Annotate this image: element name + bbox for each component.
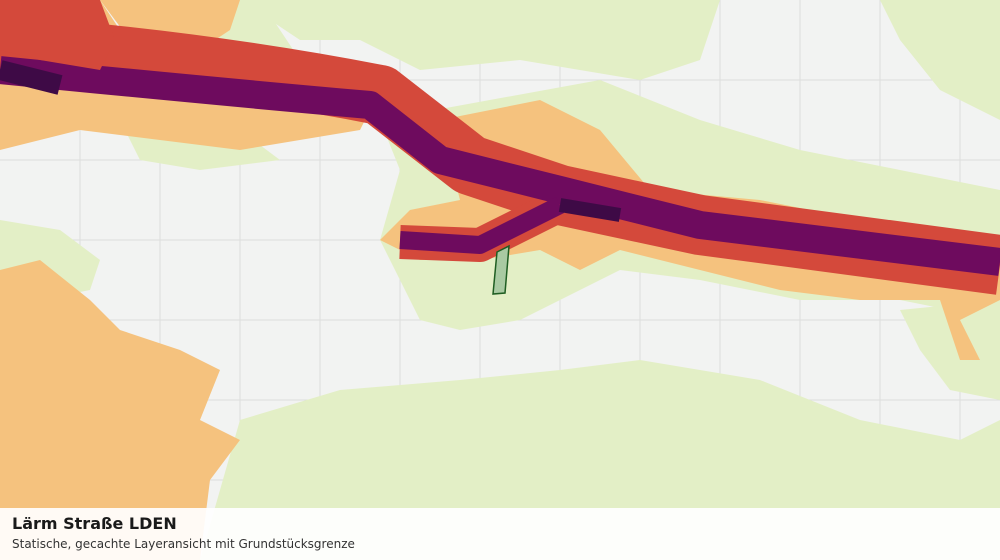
caption: Lärm Straße LDEN Statische, gecachte Lay… <box>0 508 1000 560</box>
map-subtitle: Statische, gecachte Layeransicht mit Gru… <box>12 537 355 551</box>
parcel-boundary <box>492 244 510 295</box>
noise-zone-high <box>0 0 115 70</box>
map-title: Lärm Straße LDEN <box>12 514 177 533</box>
